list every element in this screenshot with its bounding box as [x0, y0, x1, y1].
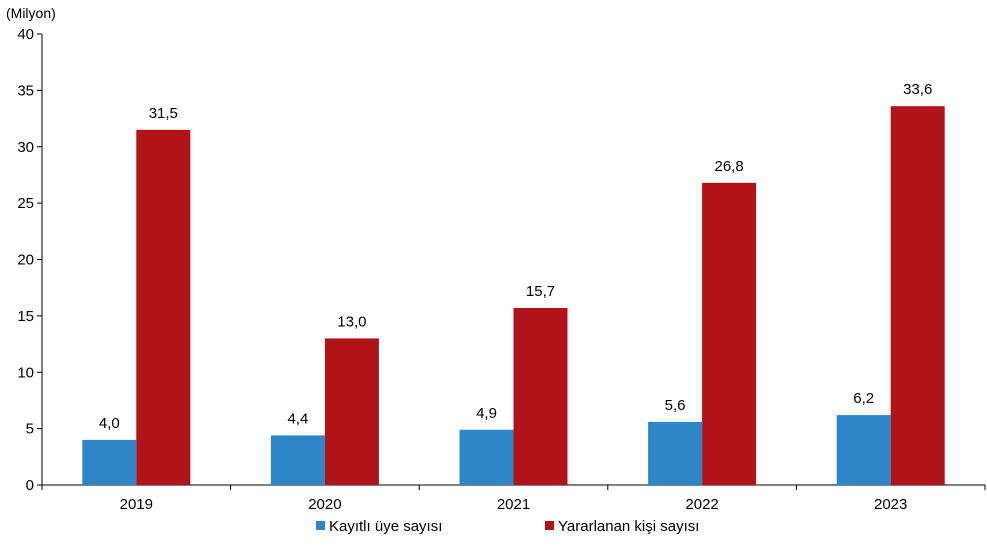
y-tick-label: 5: [26, 421, 34, 438]
y-tick-label: 15: [17, 308, 34, 325]
y-axis: 0 5 10 15 20 25 30 35 40: [17, 26, 43, 494]
x-axis: 2019 2020 2021 2022 2023: [41, 484, 986, 513]
bar-kayitli-uye-2022: [648, 421, 703, 485]
bar-yararlanan-kisi-2020: [324, 338, 379, 485]
y-tick-label: 35: [17, 82, 34, 99]
y-tick-label: 30: [17, 139, 34, 156]
bar-kayitli-uye-2021: [459, 429, 514, 485]
legend-swatch: [316, 521, 325, 530]
y-tick-label: 10: [17, 364, 34, 381]
bar-yararlanan-kisi-2022: [702, 182, 757, 485]
x-tick-label: 2022: [685, 496, 718, 513]
bar-kayitli-uye-2020: [270, 435, 325, 485]
y-tick-label: 0: [26, 477, 34, 494]
data-label: 13,0: [337, 313, 366, 330]
bars: 4,0 31,5 4,4 13,0 4,9 15,7 5,6 26,8 6,2 33,6: [82, 81, 945, 485]
data-label: 5,6: [665, 397, 686, 414]
bar-yararlanan-kisi-2023: [890, 106, 945, 485]
data-label: 4,4: [287, 410, 308, 427]
x-tick-label: 2019: [120, 496, 153, 513]
x-tick-label: 2021: [497, 496, 530, 513]
legend: Kayıtlı üye sayısı Yararlanan kişi sayısı: [316, 518, 699, 535]
bar-kayitli-uye-2023: [836, 415, 891, 485]
bar-kayitli-uye-2019: [82, 439, 137, 485]
data-label: 4,0: [99, 415, 120, 432]
bar-yararlanan-kisi-2019: [136, 129, 191, 485]
y-tick-label: 25: [17, 195, 34, 212]
data-label: 4,9: [476, 405, 497, 422]
x-tick-label: 2020: [308, 496, 341, 513]
legend-swatch: [545, 521, 554, 530]
legend-label: Yararlanan kişi sayısı: [558, 518, 699, 535]
data-label: 6,2: [853, 390, 874, 407]
legend-label: Kayıtlı üye sayısı: [329, 518, 442, 535]
x-tick-label: 2023: [874, 496, 907, 513]
data-label: 26,8: [714, 158, 743, 175]
y-tick-label: 40: [17, 26, 34, 43]
data-label: 15,7: [526, 283, 555, 300]
bar-yararlanan-kisi-2021: [513, 307, 568, 485]
y-tick-label: 20: [17, 252, 34, 269]
data-label: 31,5: [149, 105, 178, 122]
y-axis-unit-label: (Milyon): [6, 5, 56, 21]
data-label: 33,6: [903, 81, 932, 98]
